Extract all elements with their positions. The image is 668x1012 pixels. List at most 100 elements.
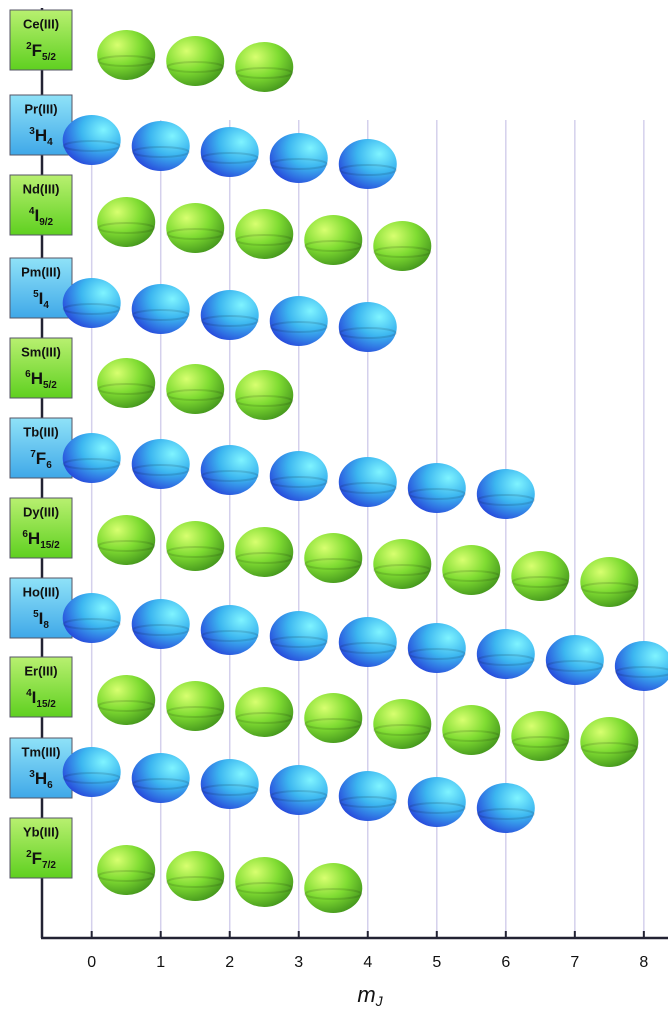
orbital-blob (545, 635, 604, 685)
orbital-blob (580, 717, 639, 767)
blob-band (407, 648, 466, 660)
term-label: 5I4 (33, 289, 49, 311)
blob-band (200, 470, 259, 482)
x-tick-label: 5 (432, 954, 441, 971)
blob-band (511, 576, 570, 588)
orbital-blob (235, 209, 294, 259)
blob-body (131, 599, 190, 649)
blob-band (62, 618, 121, 630)
term-label: 6H15/2 (22, 529, 60, 551)
blob-body (373, 221, 432, 271)
term-J: 6 (47, 780, 53, 791)
blob-body (304, 693, 363, 743)
term-L: I (32, 688, 37, 707)
orbital-blob (131, 599, 190, 649)
orbital-blob (97, 358, 156, 408)
blob-body (62, 115, 121, 165)
orbital-blob (235, 687, 294, 737)
term-mult: 5 (33, 609, 39, 620)
orbital-blob (269, 765, 328, 815)
blob-body (166, 203, 225, 253)
blob-band (131, 464, 190, 476)
blob-band (235, 882, 294, 894)
blob-band (511, 736, 570, 748)
blob-body (131, 439, 190, 489)
blob-body (373, 539, 432, 589)
orbital-blob (442, 705, 501, 755)
blob-body (97, 515, 156, 565)
blob-body (338, 457, 397, 507)
blob-body (269, 296, 328, 346)
orbital-blob (131, 753, 190, 803)
blob-body (166, 681, 225, 731)
term-label: 4I9/2 (29, 206, 54, 228)
blob-band (131, 778, 190, 790)
blob-band (269, 790, 328, 802)
blob-band (407, 488, 466, 500)
orbital-blob (407, 777, 466, 827)
term-L: F (32, 41, 42, 60)
blob-body (131, 753, 190, 803)
term-label: 2F7/2 (26, 849, 56, 871)
term-L: I (34, 206, 39, 225)
orbital-blob (304, 693, 363, 743)
blob-body (200, 127, 259, 177)
term-J: 5/2 (43, 380, 57, 391)
blob-body (476, 783, 535, 833)
orbital-blob (131, 284, 190, 334)
blob-body (545, 635, 604, 685)
blob-body (407, 777, 466, 827)
blob-band (304, 240, 363, 252)
blob-body (200, 290, 259, 340)
blob-band (166, 228, 225, 240)
blob-band (235, 395, 294, 407)
orbital-blob (166, 36, 225, 86)
blob-body (338, 302, 397, 352)
blob-band (269, 321, 328, 333)
orbital-blob (235, 857, 294, 907)
x-tick-label: 6 (501, 954, 510, 971)
ion-label: Ho(III) (23, 584, 60, 599)
blob-body (269, 765, 328, 815)
blob-band (235, 552, 294, 564)
blob-band (338, 327, 397, 339)
blob-body (97, 845, 156, 895)
orbital-blob (269, 296, 328, 346)
blob-body (131, 121, 190, 171)
ion-label: Yb(III) (23, 824, 59, 839)
blob-body (580, 557, 639, 607)
ion-label: Dy(III) (23, 504, 59, 519)
orbital-blob (235, 370, 294, 420)
orbital-blob (511, 711, 570, 761)
blob-body (269, 611, 328, 661)
blob-band (166, 876, 225, 888)
blob-body (166, 36, 225, 86)
term-L: F (32, 849, 42, 868)
term-mult: 7 (30, 449, 36, 460)
term-J: 4 (43, 300, 49, 311)
term-J: 8 (43, 620, 49, 631)
orbital-blob (235, 527, 294, 577)
orbital-blob (476, 469, 535, 519)
term-J: 6 (46, 460, 52, 471)
blob-band (269, 636, 328, 648)
orbital-blob (269, 133, 328, 183)
blob-body (235, 687, 294, 737)
blob-band (338, 482, 397, 494)
term-L: H (35, 126, 47, 145)
orbital-blob (97, 515, 156, 565)
blob-body (200, 759, 259, 809)
term-mult: 4 (26, 688, 32, 699)
label-box (9, 417, 73, 479)
blob-body (97, 30, 156, 80)
orbital-blob (200, 605, 259, 655)
blob-body (338, 771, 397, 821)
term-label: 2F5/2 (26, 41, 56, 63)
blob-body (614, 641, 668, 691)
label-box (9, 9, 73, 71)
blob-body (269, 133, 328, 183)
term-L: H (35, 769, 47, 788)
orbital-blob (62, 278, 121, 328)
ion-label: Tb(III) (23, 424, 58, 439)
